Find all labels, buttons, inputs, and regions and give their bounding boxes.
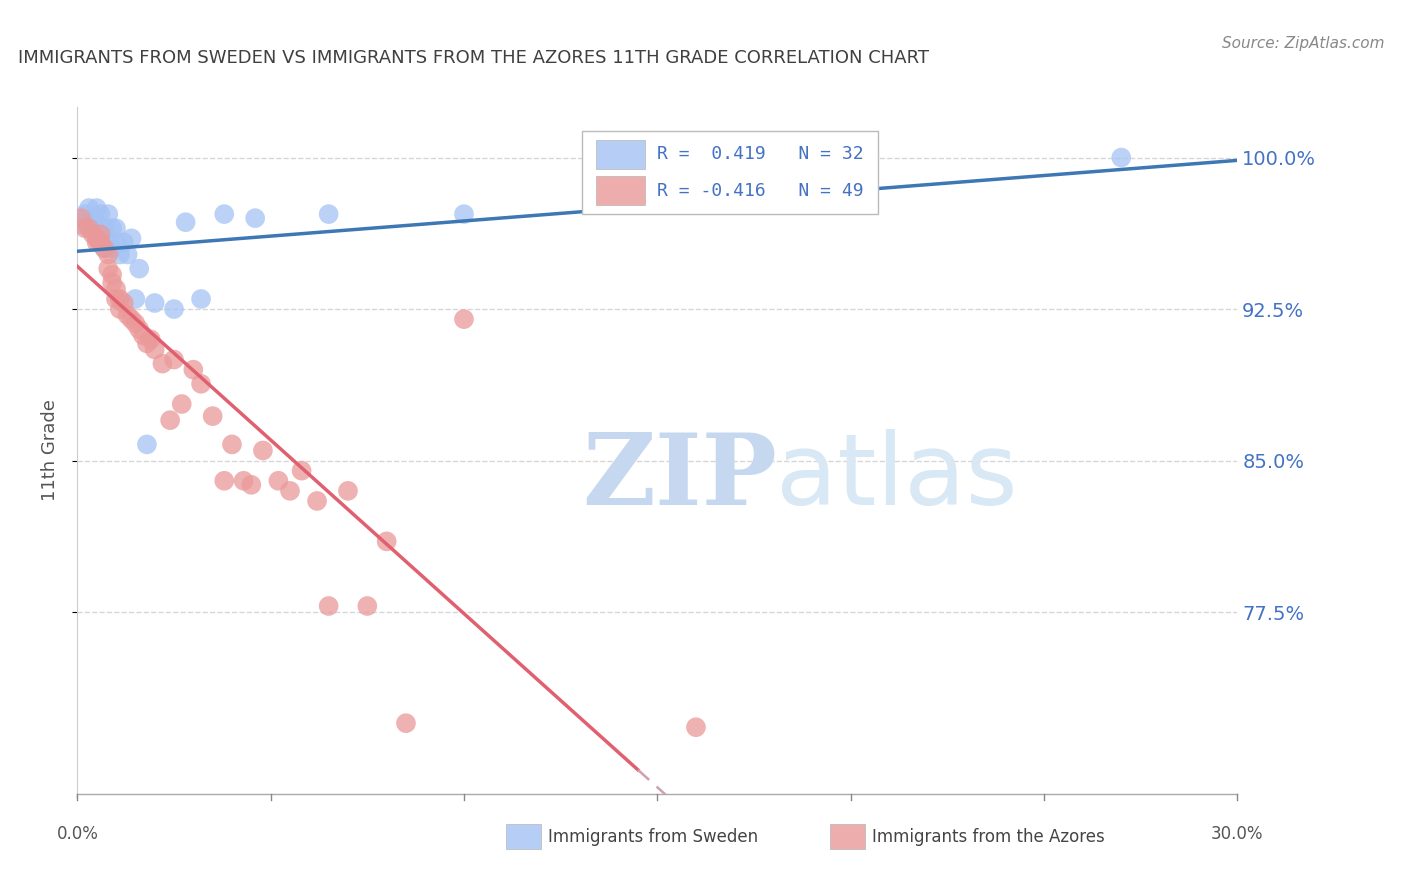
Text: R =  0.419   N = 32: R = 0.419 N = 32 xyxy=(658,145,863,162)
Point xyxy=(90,207,111,221)
Text: Source: ZipAtlas.com: Source: ZipAtlas.com xyxy=(1222,36,1385,51)
Point xyxy=(245,211,267,226)
Point xyxy=(101,242,124,256)
Point xyxy=(307,494,329,508)
Point xyxy=(375,534,398,549)
Text: IMMIGRANTS FROM SWEDEN VS IMMIGRANTS FROM THE AZORES 11TH GRADE CORRELATION CHAR: IMMIGRANTS FROM SWEDEN VS IMMIGRANTS FRO… xyxy=(18,49,929,67)
Point xyxy=(90,227,111,242)
Point xyxy=(318,207,340,221)
Point xyxy=(685,720,707,734)
FancyBboxPatch shape xyxy=(596,177,644,205)
Point xyxy=(221,437,243,451)
Point xyxy=(128,322,150,336)
Point xyxy=(82,227,104,242)
Point xyxy=(97,207,120,221)
Point xyxy=(93,242,115,256)
Point xyxy=(240,478,263,492)
Text: atlas: atlas xyxy=(776,429,1018,526)
Point xyxy=(190,292,212,306)
Point xyxy=(105,221,127,235)
Point xyxy=(143,343,166,357)
Point xyxy=(143,296,166,310)
Point xyxy=(97,235,120,250)
Point xyxy=(278,483,301,498)
Point xyxy=(90,235,111,250)
Point xyxy=(291,464,314,478)
Point xyxy=(86,231,108,245)
Point xyxy=(121,312,143,326)
Point xyxy=(453,312,475,326)
Point xyxy=(124,316,146,330)
Text: ZIP: ZIP xyxy=(582,429,776,526)
Text: 30.0%: 30.0% xyxy=(1211,825,1264,843)
Point xyxy=(75,207,96,221)
Point xyxy=(183,362,205,376)
Point xyxy=(108,247,131,261)
Point xyxy=(356,599,378,613)
Point xyxy=(395,716,418,731)
Point xyxy=(101,221,124,235)
Point xyxy=(86,215,108,229)
Point xyxy=(337,483,360,498)
Point xyxy=(163,301,186,316)
Point xyxy=(139,332,162,346)
Point xyxy=(132,328,155,343)
Point xyxy=(214,474,236,488)
Point xyxy=(86,201,108,215)
Point xyxy=(128,261,150,276)
Point xyxy=(90,235,111,250)
Text: R = -0.416   N = 49: R = -0.416 N = 49 xyxy=(658,182,863,200)
Point xyxy=(97,261,120,276)
Point xyxy=(174,215,197,229)
Point xyxy=(112,235,135,250)
Point xyxy=(70,217,93,231)
Text: Immigrants from the Azores: Immigrants from the Azores xyxy=(872,828,1105,846)
Point xyxy=(214,207,236,221)
Point xyxy=(232,474,254,488)
Point xyxy=(124,292,146,306)
Point xyxy=(453,207,475,221)
Point xyxy=(121,231,143,245)
Point xyxy=(267,474,290,488)
Point xyxy=(108,301,131,316)
Point xyxy=(117,308,139,322)
Point xyxy=(163,352,186,367)
Point xyxy=(93,221,115,235)
Point xyxy=(77,201,100,215)
Text: Immigrants from Sweden: Immigrants from Sweden xyxy=(548,828,758,846)
Point xyxy=(136,437,159,451)
Text: 0.0%: 0.0% xyxy=(56,825,98,843)
Point xyxy=(108,292,131,306)
Y-axis label: 11th Grade: 11th Grade xyxy=(41,400,59,501)
Point xyxy=(105,235,127,250)
Point xyxy=(105,292,127,306)
Point xyxy=(86,235,108,250)
Point xyxy=(159,413,181,427)
Point xyxy=(101,268,124,282)
Point xyxy=(105,282,127,296)
Point xyxy=(170,397,193,411)
Point xyxy=(75,221,96,235)
Point xyxy=(201,409,224,424)
Point xyxy=(252,443,274,458)
FancyBboxPatch shape xyxy=(596,140,644,169)
Point xyxy=(70,211,93,226)
Point xyxy=(101,276,124,290)
Point xyxy=(97,247,120,261)
Point xyxy=(136,336,159,351)
Point xyxy=(93,242,115,256)
Point xyxy=(1111,151,1133,165)
Point xyxy=(152,357,174,371)
Point xyxy=(77,221,100,235)
Point xyxy=(82,217,104,231)
Point xyxy=(112,296,135,310)
Point xyxy=(190,376,212,391)
Point xyxy=(318,599,340,613)
Point xyxy=(117,247,139,261)
FancyBboxPatch shape xyxy=(582,131,877,213)
